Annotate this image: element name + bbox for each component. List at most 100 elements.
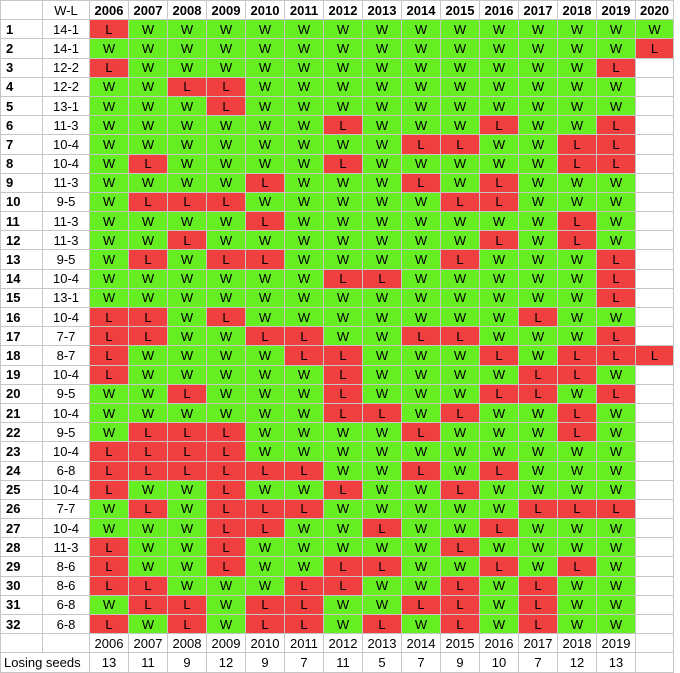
result-cell: W bbox=[557, 441, 597, 462]
result-cell: L bbox=[206, 422, 246, 443]
seed-number: 2 bbox=[0, 38, 43, 59]
footer-year-row: 2006 2007 2008 2009 2010 2011 2012 2013 2014 2015… bbox=[0, 633, 674, 654]
result-cell: W bbox=[167, 326, 207, 347]
result-cell: W bbox=[362, 287, 402, 309]
result-cell: L bbox=[323, 268, 363, 289]
losing-count: 12 bbox=[557, 652, 597, 673]
result-cell: W bbox=[362, 575, 402, 596]
empty-cell bbox=[635, 76, 674, 97]
result-cell: W bbox=[557, 19, 597, 40]
result-cell: W bbox=[128, 402, 168, 424]
result-cell: L bbox=[557, 153, 597, 174]
result-cell: L bbox=[479, 115, 519, 136]
year-header: 2016 bbox=[479, 0, 519, 21]
result-cell: W bbox=[284, 230, 324, 251]
result-cell: W bbox=[401, 191, 441, 213]
footer-year: 2014 bbox=[401, 633, 441, 654]
year-header: 2014 bbox=[401, 0, 441, 21]
result-cell: W bbox=[323, 249, 363, 270]
empty-cell bbox=[635, 211, 674, 232]
result-cell: L bbox=[89, 537, 129, 558]
seed-number: 13 bbox=[0, 249, 43, 270]
footer-year: 2013 bbox=[362, 633, 402, 654]
empty-cell bbox=[635, 479, 674, 500]
record-cell: 10-4 bbox=[42, 306, 90, 328]
result-cell: W bbox=[479, 134, 519, 155]
table-row: 5 13-1 W W W L W W W W W W W W W W bbox=[0, 95, 674, 117]
result-cell: W bbox=[167, 479, 207, 500]
table-row: 7 10-4 W W W W W W W W L L W W L L bbox=[0, 134, 674, 155]
seed-number: 3 bbox=[0, 57, 43, 78]
footer-year: 2009 bbox=[206, 633, 246, 654]
result-cell: W bbox=[479, 479, 519, 500]
losing-seeds-row: Losing seeds 13 11 9 12 9 7 11 5 7 9 10 7 12 13 bbox=[0, 652, 674, 673]
result-cell: W bbox=[401, 211, 441, 232]
seed-number: 1 bbox=[0, 19, 43, 40]
losing-count: 9 bbox=[245, 652, 285, 673]
record-cell: 14-1 bbox=[42, 19, 90, 40]
result-cell: W bbox=[128, 556, 168, 577]
record-cell: 10-4 bbox=[42, 268, 90, 289]
result-cell: W bbox=[128, 268, 168, 289]
table-row: 11 11-3 W W W W L W W W W W W W L W bbox=[0, 211, 674, 232]
result-cell: L bbox=[479, 556, 519, 577]
result-cell: W bbox=[401, 518, 441, 539]
result-cell: W bbox=[479, 402, 519, 424]
result-cell: W bbox=[362, 191, 402, 213]
footer-year: 2017 bbox=[518, 633, 558, 654]
result-cell: W bbox=[362, 153, 402, 174]
empty-cell bbox=[635, 306, 674, 328]
result-cell: W bbox=[206, 575, 246, 596]
empty-cell bbox=[635, 537, 674, 558]
result-cell: L bbox=[167, 76, 207, 97]
result-cell: W bbox=[362, 460, 402, 481]
result-cell: W bbox=[206, 364, 246, 385]
result-cell: W bbox=[557, 383, 597, 404]
result-cell: W bbox=[479, 613, 519, 635]
result-cell: W bbox=[518, 537, 558, 558]
result-cell: L bbox=[167, 383, 207, 404]
result-cell: W bbox=[128, 383, 168, 404]
result-cell: W bbox=[596, 76, 636, 97]
result-cell: W bbox=[323, 518, 363, 539]
result-cell: W bbox=[401, 441, 441, 462]
result-cell: L bbox=[128, 326, 168, 347]
result-cell: W bbox=[167, 19, 207, 40]
result-cell: W bbox=[89, 422, 129, 443]
result-cell: W bbox=[245, 537, 285, 558]
result-cell: W bbox=[323, 498, 363, 520]
result-cell: W bbox=[479, 95, 519, 117]
result-cell: W bbox=[596, 479, 636, 500]
result-cell: W bbox=[245, 153, 285, 174]
result-cell: L bbox=[89, 364, 129, 385]
result-cell: W bbox=[128, 364, 168, 385]
result-cell: W bbox=[284, 402, 324, 424]
year-header: 2009 bbox=[206, 0, 246, 21]
empty-cell bbox=[635, 57, 674, 78]
result-cell: W bbox=[440, 383, 480, 404]
empty-cell bbox=[635, 191, 674, 213]
result-cell: W bbox=[362, 345, 402, 366]
empty-cell bbox=[635, 422, 674, 443]
result-cell: W bbox=[362, 326, 402, 347]
result-cell: L bbox=[479, 383, 519, 404]
empty-cell bbox=[635, 326, 674, 347]
result-cell: L bbox=[479, 172, 519, 193]
result-cell: W bbox=[89, 153, 129, 174]
result-cell: W bbox=[596, 441, 636, 462]
result-cell: W bbox=[440, 211, 480, 232]
result-cell: W bbox=[323, 19, 363, 40]
result-cell: W bbox=[89, 518, 129, 539]
result-cell: W bbox=[245, 364, 285, 385]
result-cell: W bbox=[245, 191, 285, 213]
result-cell: W bbox=[596, 38, 636, 59]
losing-seeds-label: Losing seeds bbox=[0, 652, 90, 673]
result-cell: W bbox=[89, 402, 129, 424]
losing-count: 13 bbox=[89, 652, 129, 673]
result-cell: W bbox=[518, 38, 558, 59]
result-cell: W bbox=[128, 134, 168, 155]
result-cell: W bbox=[440, 38, 480, 59]
empty-cell bbox=[635, 498, 674, 520]
result-cell: L bbox=[206, 460, 246, 481]
result-cell: W bbox=[245, 115, 285, 136]
